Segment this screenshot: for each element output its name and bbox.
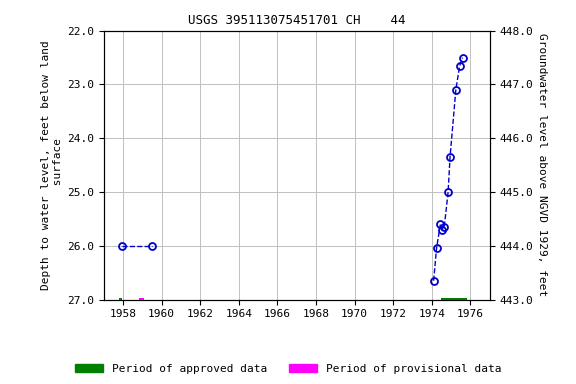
Y-axis label: Depth to water level, feet below land
 surface: Depth to water level, feet below land su… (41, 40, 63, 290)
Bar (119, 298, 122, 301)
Bar (139, 298, 144, 301)
Title: USGS 395113075451701 CH    44: USGS 395113075451701 CH 44 (188, 14, 406, 27)
Legend: Period of approved data, Period of provisional data: Period of approved data, Period of provi… (70, 359, 506, 379)
Bar (441, 298, 467, 301)
Y-axis label: Groundwater level above NGVD 1929, feet: Groundwater level above NGVD 1929, feet (537, 33, 547, 297)
